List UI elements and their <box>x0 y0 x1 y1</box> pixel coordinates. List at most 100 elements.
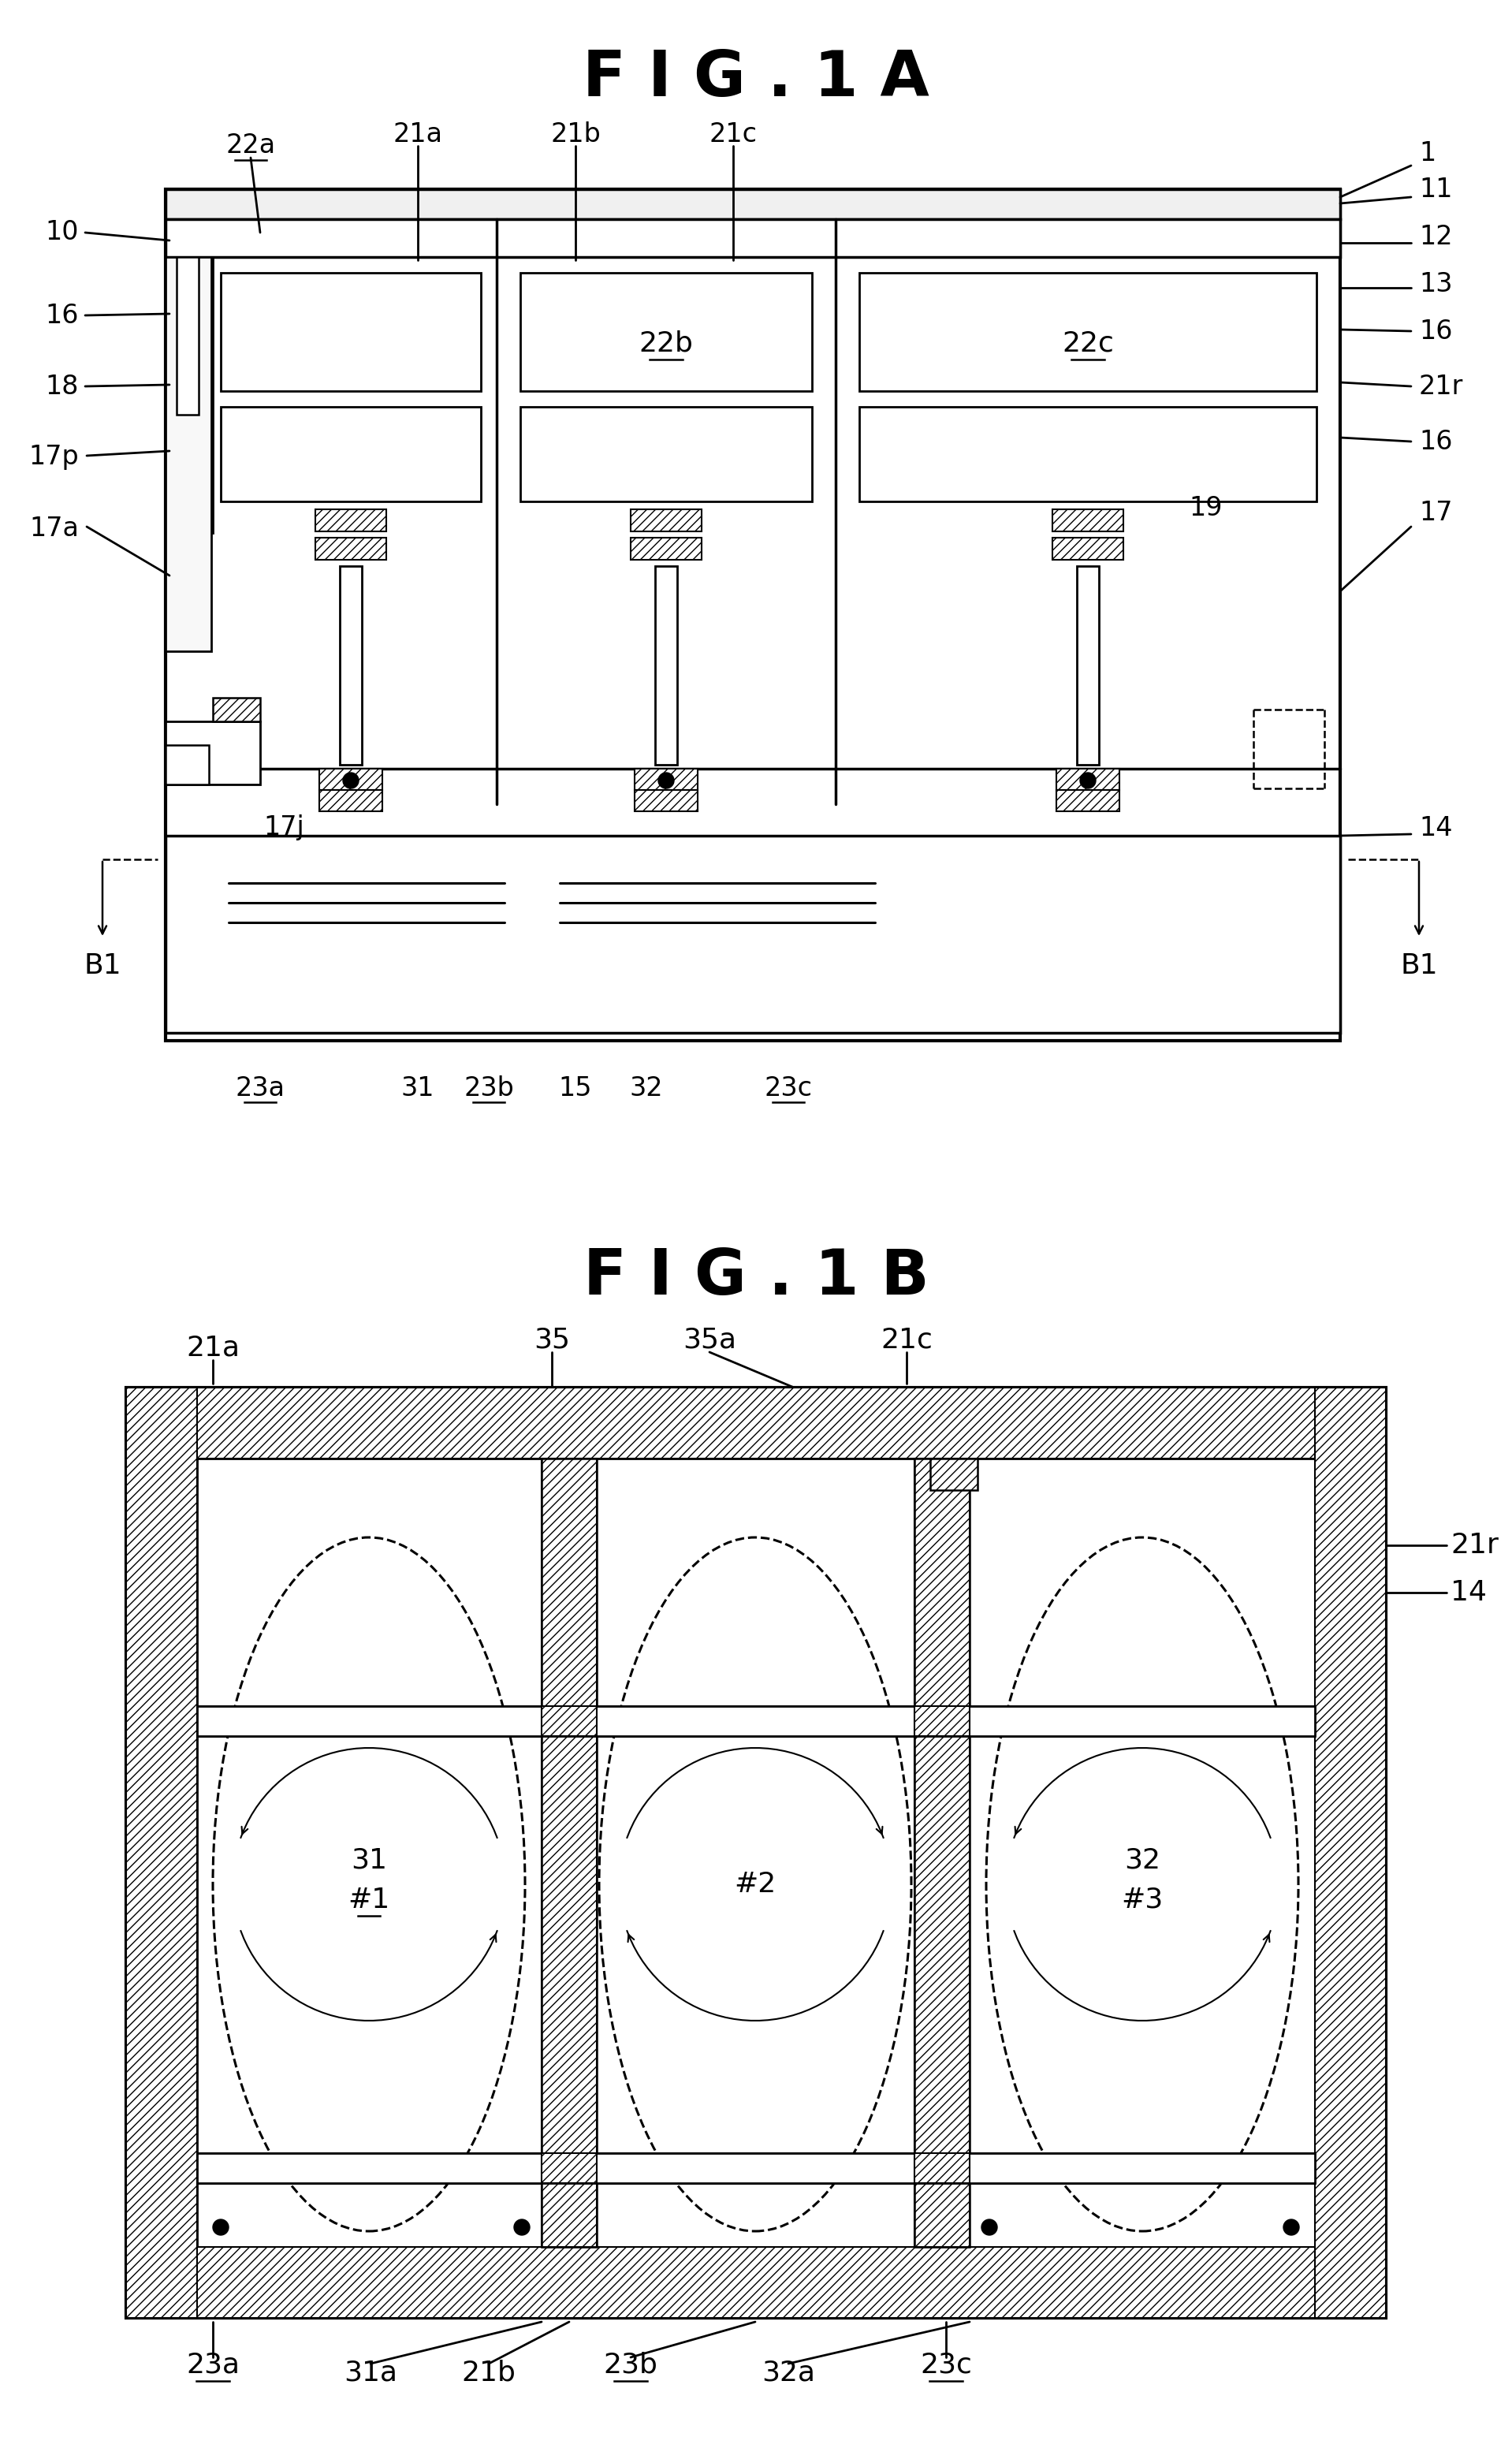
Text: 19: 19 <box>1190 494 1223 521</box>
Bar <box>125 1388 197 2318</box>
Bar <box>213 698 260 722</box>
Text: 35: 35 <box>534 1327 570 1354</box>
Bar <box>1077 565 1099 764</box>
Text: #1: #1 <box>348 1887 390 1914</box>
Text: 17j: 17j <box>263 815 304 840</box>
Text: 21a: 21a <box>186 1334 239 1361</box>
Bar <box>520 406 812 502</box>
Bar <box>1052 509 1123 531</box>
Bar <box>177 257 198 414</box>
Text: B1: B1 <box>83 952 121 979</box>
Text: 16: 16 <box>1418 318 1453 345</box>
Text: 21r: 21r <box>1450 1532 1498 1559</box>
Text: 14: 14 <box>1418 815 1453 840</box>
Bar <box>165 835 1340 1033</box>
Text: 23b: 23b <box>464 1075 514 1102</box>
Circle shape <box>981 2220 998 2235</box>
Bar <box>635 769 697 791</box>
Bar <box>165 188 1340 220</box>
Circle shape <box>1284 2220 1299 2235</box>
Bar <box>915 2154 969 2184</box>
Circle shape <box>514 2220 529 2235</box>
Bar <box>165 744 209 783</box>
Text: 21b: 21b <box>550 120 600 147</box>
Text: 23c: 23c <box>919 2353 972 2379</box>
Circle shape <box>213 2220 228 2235</box>
Text: 21b: 21b <box>461 2360 516 2387</box>
Text: 31a: 31a <box>343 2360 398 2387</box>
Bar <box>319 769 383 791</box>
Text: 21a: 21a <box>393 120 443 147</box>
Text: 17: 17 <box>1418 499 1453 526</box>
Bar <box>197 1706 1315 1736</box>
Bar <box>1057 791 1119 810</box>
Bar <box>319 791 383 810</box>
Text: 23a: 23a <box>236 1075 284 1102</box>
Bar <box>930 1459 978 1491</box>
Bar <box>125 2247 1387 2318</box>
Bar <box>165 257 212 651</box>
Bar <box>541 1459 597 2247</box>
Bar <box>631 509 702 531</box>
Text: #2: #2 <box>735 1870 776 1897</box>
Text: 21c: 21c <box>709 120 758 147</box>
Bar <box>340 565 361 764</box>
Text: 16: 16 <box>45 304 79 328</box>
Bar <box>197 1459 1315 2247</box>
Text: 21c: 21c <box>880 1327 933 1354</box>
Text: 10: 10 <box>45 220 79 245</box>
Bar <box>316 539 386 561</box>
Bar <box>1315 1388 1387 2318</box>
Text: 13: 13 <box>1418 272 1453 296</box>
Text: 23b: 23b <box>603 2353 658 2379</box>
Text: 32: 32 <box>1123 1848 1160 1875</box>
Bar <box>635 791 697 810</box>
Text: 17p: 17p <box>29 443 79 470</box>
Text: 23a: 23a <box>186 2353 239 2379</box>
Bar <box>197 2154 1315 2184</box>
Text: 14: 14 <box>1450 1579 1486 1606</box>
Bar <box>541 2154 597 2184</box>
Text: 22c: 22c <box>1061 330 1114 357</box>
Bar <box>915 1459 969 2247</box>
Bar <box>177 257 197 414</box>
Bar <box>1057 769 1119 791</box>
Bar <box>1052 539 1123 561</box>
Bar <box>631 539 702 561</box>
Text: 1: 1 <box>1418 140 1436 166</box>
Text: B1: B1 <box>1400 952 1438 979</box>
Text: 18: 18 <box>45 372 79 399</box>
Text: 31: 31 <box>351 1848 387 1875</box>
Bar <box>165 220 1340 257</box>
Text: 16: 16 <box>1418 428 1453 455</box>
Text: F I G . 1 A: F I G . 1 A <box>582 49 930 110</box>
Circle shape <box>658 774 674 788</box>
Bar <box>316 509 386 531</box>
Bar <box>165 722 260 783</box>
Text: #3: #3 <box>1122 1887 1163 1914</box>
Text: 31: 31 <box>401 1075 434 1102</box>
Bar <box>165 257 213 534</box>
Bar <box>125 1388 1387 2318</box>
Bar <box>165 188 1340 1040</box>
Bar <box>125 1388 1387 1459</box>
Bar <box>859 272 1317 392</box>
Text: 32: 32 <box>629 1075 664 1102</box>
Text: 22a: 22a <box>225 132 275 159</box>
Circle shape <box>1080 774 1096 788</box>
Text: 35a: 35a <box>683 1327 736 1354</box>
Bar <box>221 272 481 392</box>
Text: F I G . 1 B: F I G . 1 B <box>584 1246 928 1307</box>
Text: 32a: 32a <box>762 2360 815 2387</box>
Bar <box>655 565 677 764</box>
Bar <box>520 272 812 392</box>
Circle shape <box>343 774 358 788</box>
Bar <box>915 1459 969 2247</box>
Text: 22b: 22b <box>640 330 694 357</box>
Text: 12: 12 <box>1418 223 1453 250</box>
Bar <box>915 1706 969 1736</box>
Bar <box>541 1706 597 1736</box>
Bar <box>221 406 481 502</box>
Text: 15: 15 <box>559 1075 593 1102</box>
Text: 21r: 21r <box>1418 372 1464 399</box>
